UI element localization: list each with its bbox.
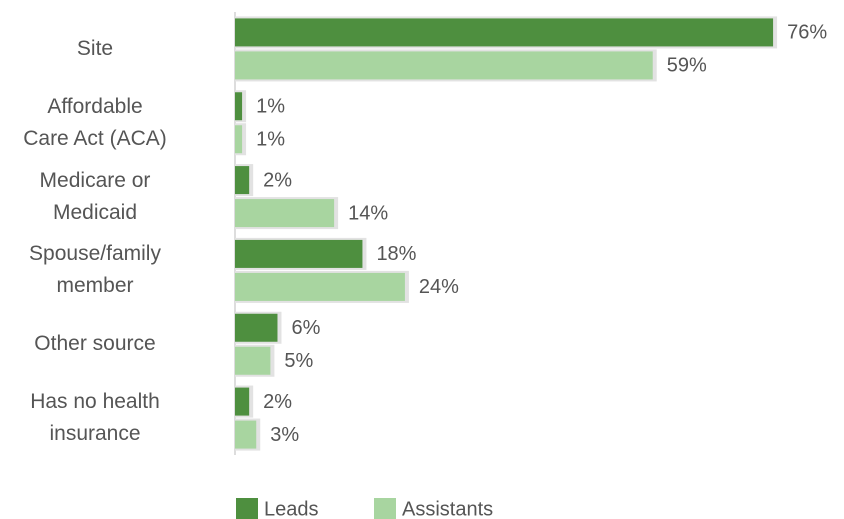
legend-label: Assistants bbox=[402, 498, 493, 519]
bar bbox=[235, 313, 278, 342]
category-label: Other source bbox=[34, 332, 156, 356]
category-label: Affordable Care Act (ACA) bbox=[23, 94, 167, 150]
value-label: 18% bbox=[376, 243, 416, 265]
bar bbox=[235, 272, 405, 301]
value-label: 76% bbox=[787, 22, 827, 44]
legend-swatch bbox=[374, 498, 396, 519]
category-label: Medicare or Medicaid bbox=[39, 168, 151, 224]
value-label: 59% bbox=[667, 55, 707, 77]
value-label: 5% bbox=[284, 350, 313, 372]
category-label: Has no health insurance bbox=[30, 390, 160, 446]
bar bbox=[235, 346, 271, 375]
legend-swatch bbox=[236, 498, 258, 519]
bar bbox=[235, 51, 653, 80]
value-label: 2% bbox=[263, 391, 292, 413]
bar bbox=[235, 199, 335, 228]
bar bbox=[235, 239, 363, 268]
value-label: 1% bbox=[256, 129, 285, 151]
bar bbox=[235, 125, 243, 154]
value-label: 1% bbox=[256, 96, 285, 118]
legend-label: Leads bbox=[264, 498, 319, 519]
bar bbox=[235, 420, 257, 449]
value-label: 24% bbox=[419, 276, 459, 298]
value-label: 2% bbox=[263, 169, 292, 191]
value-label: 3% bbox=[270, 424, 299, 446]
value-label: 6% bbox=[291, 317, 320, 339]
bar bbox=[235, 387, 250, 416]
category-label: Spouse/family member bbox=[29, 242, 161, 298]
bar bbox=[235, 18, 774, 47]
value-label: 14% bbox=[348, 202, 388, 224]
category-label: Site bbox=[76, 36, 114, 60]
bar bbox=[235, 166, 250, 195]
bar bbox=[235, 92, 243, 121]
